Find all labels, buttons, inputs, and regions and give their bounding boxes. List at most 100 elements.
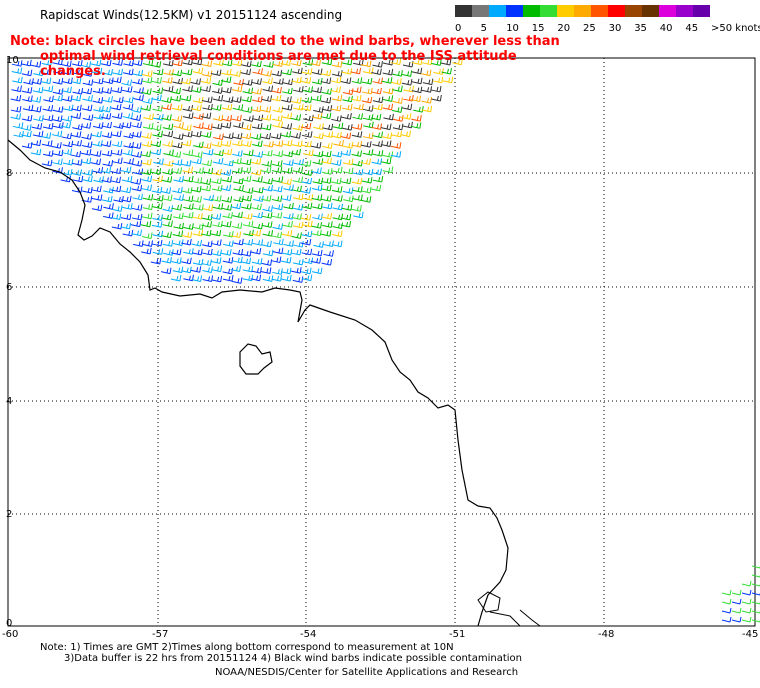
wind-barb (280, 59, 292, 66)
wind-barb (351, 123, 363, 130)
wind-barb (321, 88, 332, 95)
wind-barb (721, 607, 732, 614)
wind-barb (322, 142, 333, 149)
wind-barb (272, 140, 284, 147)
wind-barb (223, 159, 234, 167)
wind-barb (101, 195, 113, 203)
wind-barb (233, 195, 244, 203)
wind-barb (340, 177, 352, 185)
wind-barb (210, 213, 222, 220)
wind-barb (260, 132, 271, 140)
wind-barb (132, 168, 144, 175)
wind-barb (162, 220, 173, 228)
legend-swatch (642, 5, 659, 17)
wind-barb (170, 274, 182, 282)
wind-barb (110, 185, 122, 193)
wind-barb (320, 112, 332, 120)
wind-barb (283, 159, 294, 166)
wind-barb (141, 88, 152, 95)
wind-barb (210, 195, 222, 202)
footer-line-2: 3)Data buffer is 22 hrs from 20151124 4)… (64, 653, 522, 664)
wind-barb (80, 157, 92, 165)
wind-barb (413, 106, 424, 113)
wind-barb (130, 114, 142, 121)
wind-barb (81, 87, 93, 95)
wind-barb (152, 202, 163, 210)
wind-barb (262, 249, 274, 257)
wind-barb (353, 59, 364, 66)
wind-barb (290, 148, 301, 156)
wind-barb (241, 140, 252, 148)
wind-barb (142, 70, 153, 77)
wind-barb (751, 574, 760, 578)
wind-barb (272, 176, 284, 183)
wind-barb (452, 58, 463, 66)
wind-barb (181, 266, 192, 274)
wind-barb (230, 265, 242, 273)
wind-barb (302, 220, 313, 228)
longitude-label: -60 (2, 629, 18, 640)
wind-barb (302, 257, 314, 265)
wind-barb (193, 203, 204, 211)
wind-barb (242, 239, 254, 246)
wind-barb (191, 58, 203, 66)
wind-barb (120, 213, 132, 221)
wind-barb (171, 167, 183, 174)
latitude-label: 0 (6, 618, 12, 629)
wind-barb (21, 59, 32, 67)
wind-barb (392, 97, 403, 104)
wind-barb (180, 94, 192, 102)
wind-barb (160, 187, 172, 194)
wind-barb (272, 106, 284, 113)
wind-barb (321, 259, 333, 266)
wind-barb (281, 274, 292, 282)
wind-barb (90, 59, 102, 67)
wind-barb (233, 184, 244, 192)
wind-barb (120, 121, 132, 129)
wind-barb (391, 130, 403, 138)
wind-barb (212, 94, 224, 102)
wind-barb (301, 274, 313, 282)
wind-barb (401, 103, 413, 111)
wind-barb (150, 124, 162, 131)
wind-barb (231, 132, 243, 140)
wind-barb (141, 175, 153, 183)
wind-barb (271, 86, 282, 94)
wind-barb (360, 186, 372, 194)
wind-barb (91, 67, 103, 75)
legend-swatch (625, 5, 642, 17)
wind-barb (32, 130, 44, 138)
wind-barb (431, 59, 442, 66)
wind-barb (70, 94, 82, 102)
wind-barb (360, 196, 372, 203)
wind-barb (162, 240, 174, 247)
wind-barb (411, 86, 423, 94)
wind-barb (271, 166, 283, 174)
wind-barb (442, 76, 454, 84)
wind-barb (300, 267, 312, 275)
legend-tick-label: 20 (557, 23, 571, 34)
wind-barb (113, 122, 124, 129)
wind-barb (10, 94, 22, 102)
wind-barb (191, 239, 202, 247)
wind-barb (332, 230, 343, 237)
wind-barb (241, 123, 252, 131)
wind-barb (130, 142, 142, 149)
wind-barb (211, 104, 222, 111)
wind-barb (371, 87, 382, 95)
legend-swatch (591, 5, 608, 17)
wind-barb (280, 267, 292, 275)
wind-barb (152, 68, 164, 76)
wind-barb (202, 204, 214, 212)
wind-barb (112, 68, 124, 76)
wind-barb (283, 213, 294, 220)
wind-barb (21, 69, 33, 77)
wind-barb (280, 131, 292, 138)
wind-barb (111, 222, 123, 230)
wind-barb (301, 131, 313, 138)
wind-barb (11, 67, 23, 75)
wind-barb (342, 88, 354, 95)
wind-barb (352, 168, 364, 176)
wind-barb (123, 59, 134, 67)
wind-barb (141, 76, 153, 84)
